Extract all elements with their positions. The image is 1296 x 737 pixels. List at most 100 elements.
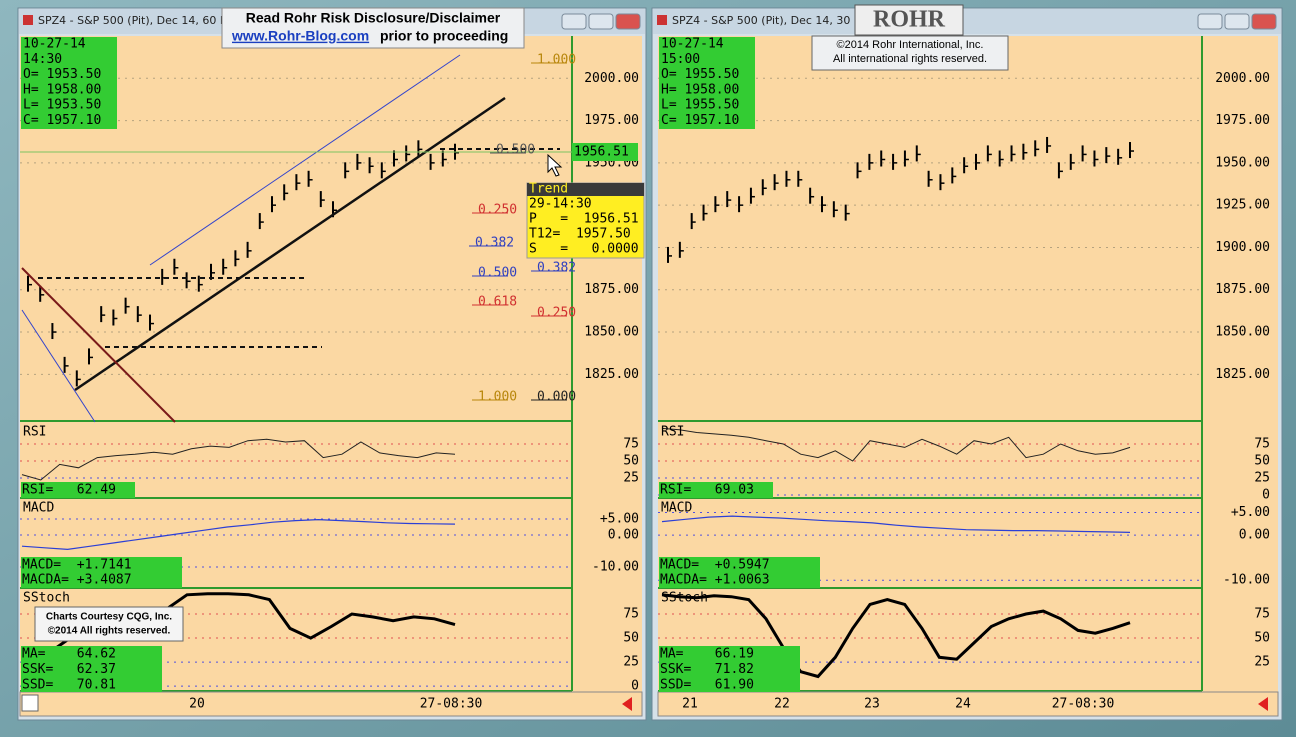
panel-label: SStoch	[23, 591, 70, 606]
macd-readout: MACDA= +3.4087	[22, 573, 132, 588]
y-tick-label: -10.00	[1223, 573, 1270, 588]
mouse-cursor	[547, 153, 563, 177]
ohlc-line: 10-27-14	[23, 37, 86, 52]
fib-label: 0.382	[475, 236, 514, 251]
chart-area	[658, 36, 1278, 716]
fib-label: 0.500	[496, 143, 535, 158]
stoch-readout-box	[659, 646, 800, 692]
macd-readout-box	[659, 557, 820, 588]
time-label: 21	[682, 697, 698, 712]
courtesy-text: Charts Courtesy CQG, Inc.	[46, 612, 172, 623]
y-tick-label: 1875.00	[1215, 282, 1270, 297]
maximize-button[interactable]	[1224, 13, 1250, 30]
y-tick-label: 1975.00	[584, 113, 639, 128]
corner-box[interactable]	[21, 694, 39, 712]
trend-header	[527, 183, 644, 196]
trend-title: Trend	[529, 182, 568, 197]
maximize-button[interactable]	[588, 13, 614, 30]
stoch-readout: SSK= 62.37	[22, 662, 116, 677]
time-axis	[657, 691, 1279, 717]
y-tick-label: 0.00	[608, 528, 639, 543]
scroll-arrow[interactable]	[622, 697, 632, 711]
scroll-arrow[interactable]	[1258, 697, 1268, 711]
chart-area	[20, 36, 642, 716]
disclaimer-text: Read Rohr Risk Disclosure/Disclaimer	[246, 10, 501, 26]
copyright-box	[811, 35, 1009, 71]
time-label: 23	[864, 697, 880, 712]
stoch-readout-box	[21, 646, 162, 692]
rsi-readout-box	[659, 482, 773, 498]
ohlc-line: L= 1953.50	[23, 98, 101, 113]
trend-line	[74, 96, 506, 392]
fib-label: 0.500	[478, 266, 517, 281]
y-tick-label: 1975.00	[1215, 113, 1270, 128]
fib-label: 0.250	[478, 203, 517, 218]
y-tick-label: 25	[1254, 655, 1270, 670]
panel-label: MACD	[23, 501, 54, 516]
ohlc-line: H= 1958.00	[661, 82, 739, 97]
y-tick-label: 25	[1254, 470, 1270, 485]
last-price: 1956.51	[574, 145, 629, 160]
disclaimer-link[interactable]: www.Rohr-Blog.com	[231, 28, 369, 44]
time-label: 22	[774, 697, 790, 712]
close-button[interactable]	[615, 13, 641, 30]
y-tick-label: 50	[1254, 631, 1270, 646]
y-tick-label: 75	[623, 607, 639, 622]
y-tick-label: 25	[623, 655, 639, 670]
courtesy-box	[34, 606, 184, 642]
panel-label: MACD	[661, 501, 692, 516]
ohlc-box	[21, 37, 117, 129]
macd-line	[661, 515, 1131, 533]
y-tick-label: 1850.00	[1215, 325, 1270, 340]
trend-line-text: T12= 1957.50	[529, 227, 631, 242]
ohlc-line: 10-27-14	[661, 37, 724, 52]
rsi-readout-box	[21, 482, 135, 498]
ohlc-line: L= 1955.50	[661, 98, 739, 113]
y-tick-label: 50	[623, 631, 639, 646]
y-tick-label: 1825.00	[584, 367, 639, 382]
trend-line	[149, 54, 461, 266]
fib-label: 0.250	[537, 306, 576, 321]
disclaimer-text: prior to proceeding	[380, 28, 508, 44]
y-tick-label: 25	[623, 470, 639, 485]
y-tick-label: 2000.00	[1215, 71, 1270, 86]
y-tick-label: 1850.00	[584, 325, 639, 340]
y-tick-label: 0	[631, 679, 639, 694]
trend-line	[21, 267, 176, 423]
time-label: 27-08:30	[420, 697, 483, 712]
trend-line-text: S = 0.0000	[529, 242, 639, 257]
minimize-button[interactable]	[561, 13, 587, 30]
y-tick-label: 75	[1254, 437, 1270, 452]
macd-readout: MACD= +1.7141	[22, 558, 132, 573]
panel-label: RSI	[23, 425, 46, 440]
copyright-text: ©2014 Rohr International, Inc.	[837, 39, 984, 51]
fib-label: 0.618	[478, 295, 517, 310]
y-tick-label: 1925.00	[1215, 198, 1270, 213]
rsi-readout: RSI= 69.03	[660, 483, 754, 498]
macd-readout-box	[21, 557, 182, 588]
courtesy-text: ©2014 All rights reserved.	[48, 626, 171, 637]
ohlc-line: O= 1955.50	[661, 67, 739, 82]
y-tick-label: 1825.00	[1215, 367, 1270, 382]
macd-readout: MACD= +0.5947	[660, 558, 770, 573]
window-icon	[657, 15, 667, 25]
window-title: SPZ4 - S&P 500 (Pit), Dec 14, 60 Min	[38, 14, 239, 27]
logo-box	[854, 4, 964, 36]
stoch-line	[661, 593, 1131, 679]
copyright-text: All international rights reserved.	[833, 53, 987, 65]
minimize-button[interactable]	[1197, 13, 1223, 30]
y-tick-label: 50	[1254, 454, 1270, 469]
y-tick-label: 0	[1262, 487, 1270, 502]
window-icon	[23, 15, 33, 25]
rsi-readout: RSI= 62.49	[22, 483, 116, 498]
rsi-line	[661, 427, 1131, 462]
panel-label: SStoch	[661, 591, 708, 606]
fib-label: 1.000	[478, 390, 517, 405]
fib-label: 0.000	[537, 390, 576, 405]
y-tick-label: 2000.00	[584, 71, 639, 86]
fib-label: 0.382	[537, 261, 576, 276]
close-button[interactable]	[1251, 13, 1277, 30]
last-price-box	[572, 143, 638, 161]
